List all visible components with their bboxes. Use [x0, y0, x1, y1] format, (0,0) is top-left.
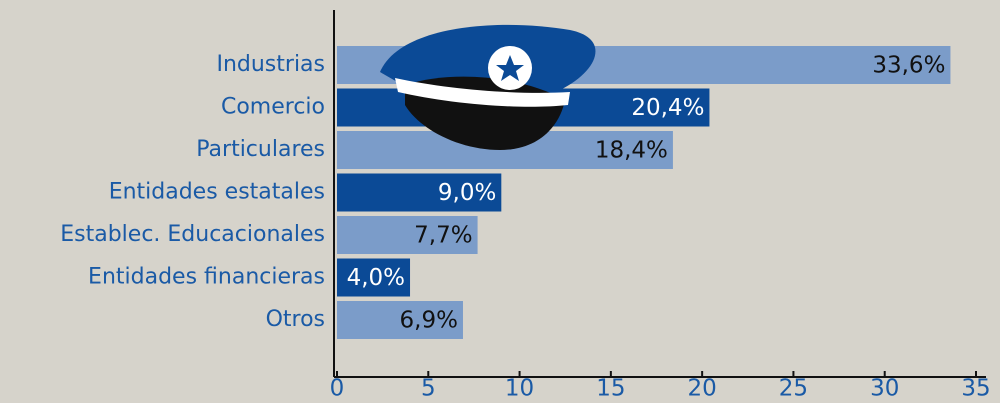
category-label: Industrias	[216, 52, 325, 77]
x-tick-label: 15	[596, 376, 625, 402]
category-label: Particulares	[196, 137, 325, 162]
category-label: Entidades financieras	[88, 265, 325, 290]
bar	[337, 301, 463, 339]
bar	[337, 258, 411, 297]
value-label: 20,4%	[631, 95, 704, 121]
x-tick-label: 20	[688, 376, 717, 402]
category-label: Entidades estatales	[109, 180, 325, 205]
category-label: Comercio	[221, 95, 325, 120]
hat-icon	[380, 24, 596, 150]
x-tick-label: 0	[330, 376, 345, 402]
bar	[337, 216, 478, 254]
value-label: 33,6%	[872, 53, 945, 79]
value-label: 6,9%	[400, 308, 458, 334]
value-label: 4,0%	[347, 265, 405, 291]
x-tick-label: 10	[505, 376, 534, 402]
category-label: Otros	[266, 307, 325, 332]
x-tick-label: 30	[870, 376, 899, 402]
category-label: Establec. Educacionales	[60, 222, 325, 247]
value-label: 18,4%	[595, 138, 668, 164]
value-label: 7,7%	[414, 223, 472, 249]
value-label: 9,0%	[438, 180, 496, 206]
bar	[337, 173, 502, 212]
x-tick-label: 25	[779, 376, 808, 402]
x-tick-label: 35	[961, 376, 990, 402]
x-tick-label: 5	[421, 376, 436, 402]
